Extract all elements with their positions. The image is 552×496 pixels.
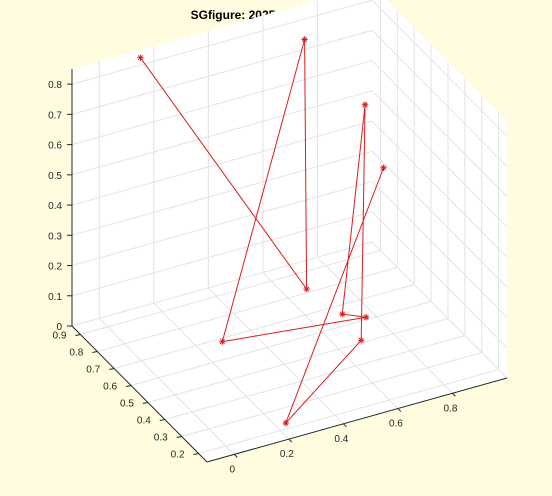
series-line [139, 39, 384, 424]
marker-stroke [339, 311, 345, 317]
grid-line [371, 120, 508, 258]
floor-pane [72, 242, 507, 462]
marker-stroke [219, 339, 225, 345]
data-point-marker [137, 54, 144, 61]
grid-line [71, 211, 373, 297]
z-tick-label: 0.1 [48, 292, 62, 303]
y-tick-mark [109, 368, 115, 370]
data-series [137, 36, 387, 427]
x-tick-label: 0.6 [389, 419, 403, 430]
data-point-marker [303, 285, 310, 293]
data-point-marker [219, 338, 226, 345]
grid-line [317, 256, 453, 394]
x-tick-mark [343, 423, 347, 428]
grid-line [371, 150, 508, 288]
y-tick-label: 0.3 [154, 433, 168, 444]
marker-stroke [283, 420, 289, 426]
grid-line [371, 0, 508, 137]
grid-line [262, 272, 399, 409]
z-tick-label: 0.8 [48, 80, 62, 91]
grid-line [71, 0, 373, 85]
grid-line [71, 241, 373, 327]
tick-labels: 00.20.40.60.80.20.30.40.50.60.70.80.900.… [48, 80, 458, 475]
y-tick-label: 0.4 [137, 416, 151, 427]
y-tick-mark [193, 453, 199, 455]
y-tick-label: 0.7 [86, 365, 100, 376]
y-tick-label: 0.9 [53, 331, 67, 342]
y-tick-mark [159, 419, 165, 421]
grid-line [71, 29, 373, 115]
y-tick-mark [125, 385, 132, 387]
grid-line [71, 120, 373, 206]
grid-line [371, 181, 508, 318]
marker-stroke [358, 337, 364, 343]
y-tick-label: 0.6 [103, 382, 117, 393]
x-tick-mark [288, 438, 293, 443]
x-tick-label: 0.8 [444, 403, 458, 414]
grid-line [98, 318, 235, 455]
z-tick-label: 0.4 [48, 201, 62, 212]
y-tick-label: 0.2 [171, 450, 185, 461]
y-tick-mark [92, 351, 98, 353]
grid-line [71, 60, 373, 146]
grid-line [371, 60, 508, 197]
marker-stroke [362, 102, 368, 108]
grid-line [80, 250, 381, 335]
grid-line [198, 369, 499, 454]
z-tick-label: 0.6 [48, 141, 62, 152]
x-tick-mark [452, 392, 456, 397]
y-tick-mark [142, 402, 149, 404]
x-tick-label: 0.2 [280, 449, 294, 460]
grid-line [371, 30, 508, 167]
x-tick-mark [233, 454, 238, 458]
grid-line [371, 241, 508, 379]
x-tick-mark [397, 408, 402, 412]
axes-box-edges [67, 69, 508, 463]
y-tick-label: 0.5 [120, 399, 134, 410]
grid-line [181, 352, 482, 437]
grid-line [71, 150, 373, 236]
z-tick-label: 0 [56, 322, 62, 333]
data-point-marker [282, 419, 290, 427]
grid-line [114, 284, 415, 369]
grid-line [153, 302, 290, 440]
grid-line [147, 318, 449, 403]
data-point-marker [361, 101, 369, 108]
data-point-marker [301, 36, 308, 43]
marker-stroke [137, 55, 144, 61]
data-point-marker [362, 314, 370, 321]
marker-stroke [304, 286, 310, 292]
x-tick-label: 0 [229, 464, 235, 475]
x-tick-label: 0.4 [334, 434, 348, 445]
grid-line [71, 181, 373, 267]
y-tick-label: 0.8 [69, 348, 83, 359]
z-tick-label: 0.2 [48, 262, 62, 273]
x-axis-line [206, 377, 508, 463]
grid-line [371, 211, 508, 349]
marker-stroke [301, 36, 308, 43]
data-point-marker [380, 164, 387, 171]
y-tick-mark [75, 334, 81, 336]
grid-line [71, 90, 373, 176]
grid-line [164, 335, 465, 420]
z-tick-label: 0.3 [48, 231, 62, 242]
axes-panes [72, 0, 507, 462]
z-tick-label: 0.5 [48, 171, 62, 182]
y-axis-line [71, 325, 208, 463]
marker-stroke [363, 314, 369, 320]
data-point-marker [357, 337, 365, 344]
y-tick-mark [176, 436, 182, 438]
grid-line [130, 301, 432, 386]
marker-stroke [380, 165, 387, 171]
grid-line [97, 267, 398, 352]
z-tick-label: 0.7 [48, 110, 62, 121]
grid-line [371, 90, 508, 228]
data-point-marker [339, 310, 346, 318]
